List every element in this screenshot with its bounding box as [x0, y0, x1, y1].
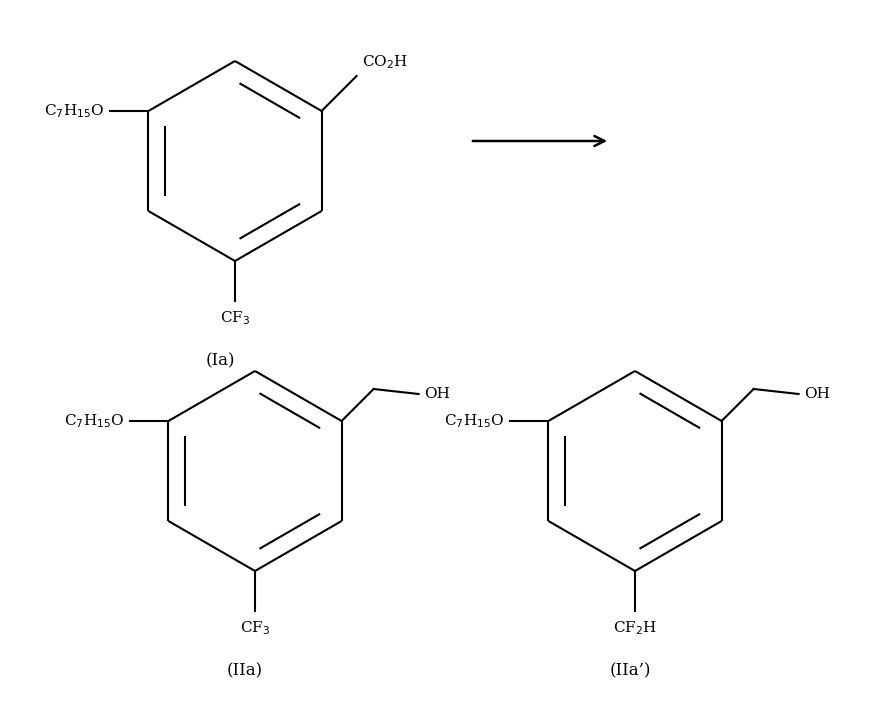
Text: C$_7$H$_{15}$O: C$_7$H$_{15}$O [44, 102, 105, 120]
Text: C$_7$H$_{15}$O: C$_7$H$_{15}$O [444, 412, 504, 430]
Text: (IIa’): (IIa’) [609, 662, 650, 679]
Text: CF$_3$: CF$_3$ [240, 619, 270, 637]
Text: OH: OH [805, 387, 831, 401]
Text: OH: OH [425, 387, 451, 401]
Text: (IIa): (IIa) [227, 662, 263, 679]
Text: CF$_3$: CF$_3$ [220, 309, 250, 327]
Text: C$_7$H$_{15}$O: C$_7$H$_{15}$O [65, 412, 125, 430]
Text: CF$_2$H: CF$_2$H [613, 619, 657, 637]
Text: (Ia): (Ia) [205, 352, 235, 369]
Text: CO$_2$H: CO$_2$H [362, 53, 408, 71]
